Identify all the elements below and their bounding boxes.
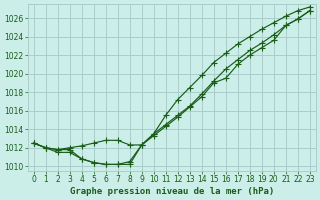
X-axis label: Graphe pression niveau de la mer (hPa): Graphe pression niveau de la mer (hPa) <box>69 187 274 196</box>
